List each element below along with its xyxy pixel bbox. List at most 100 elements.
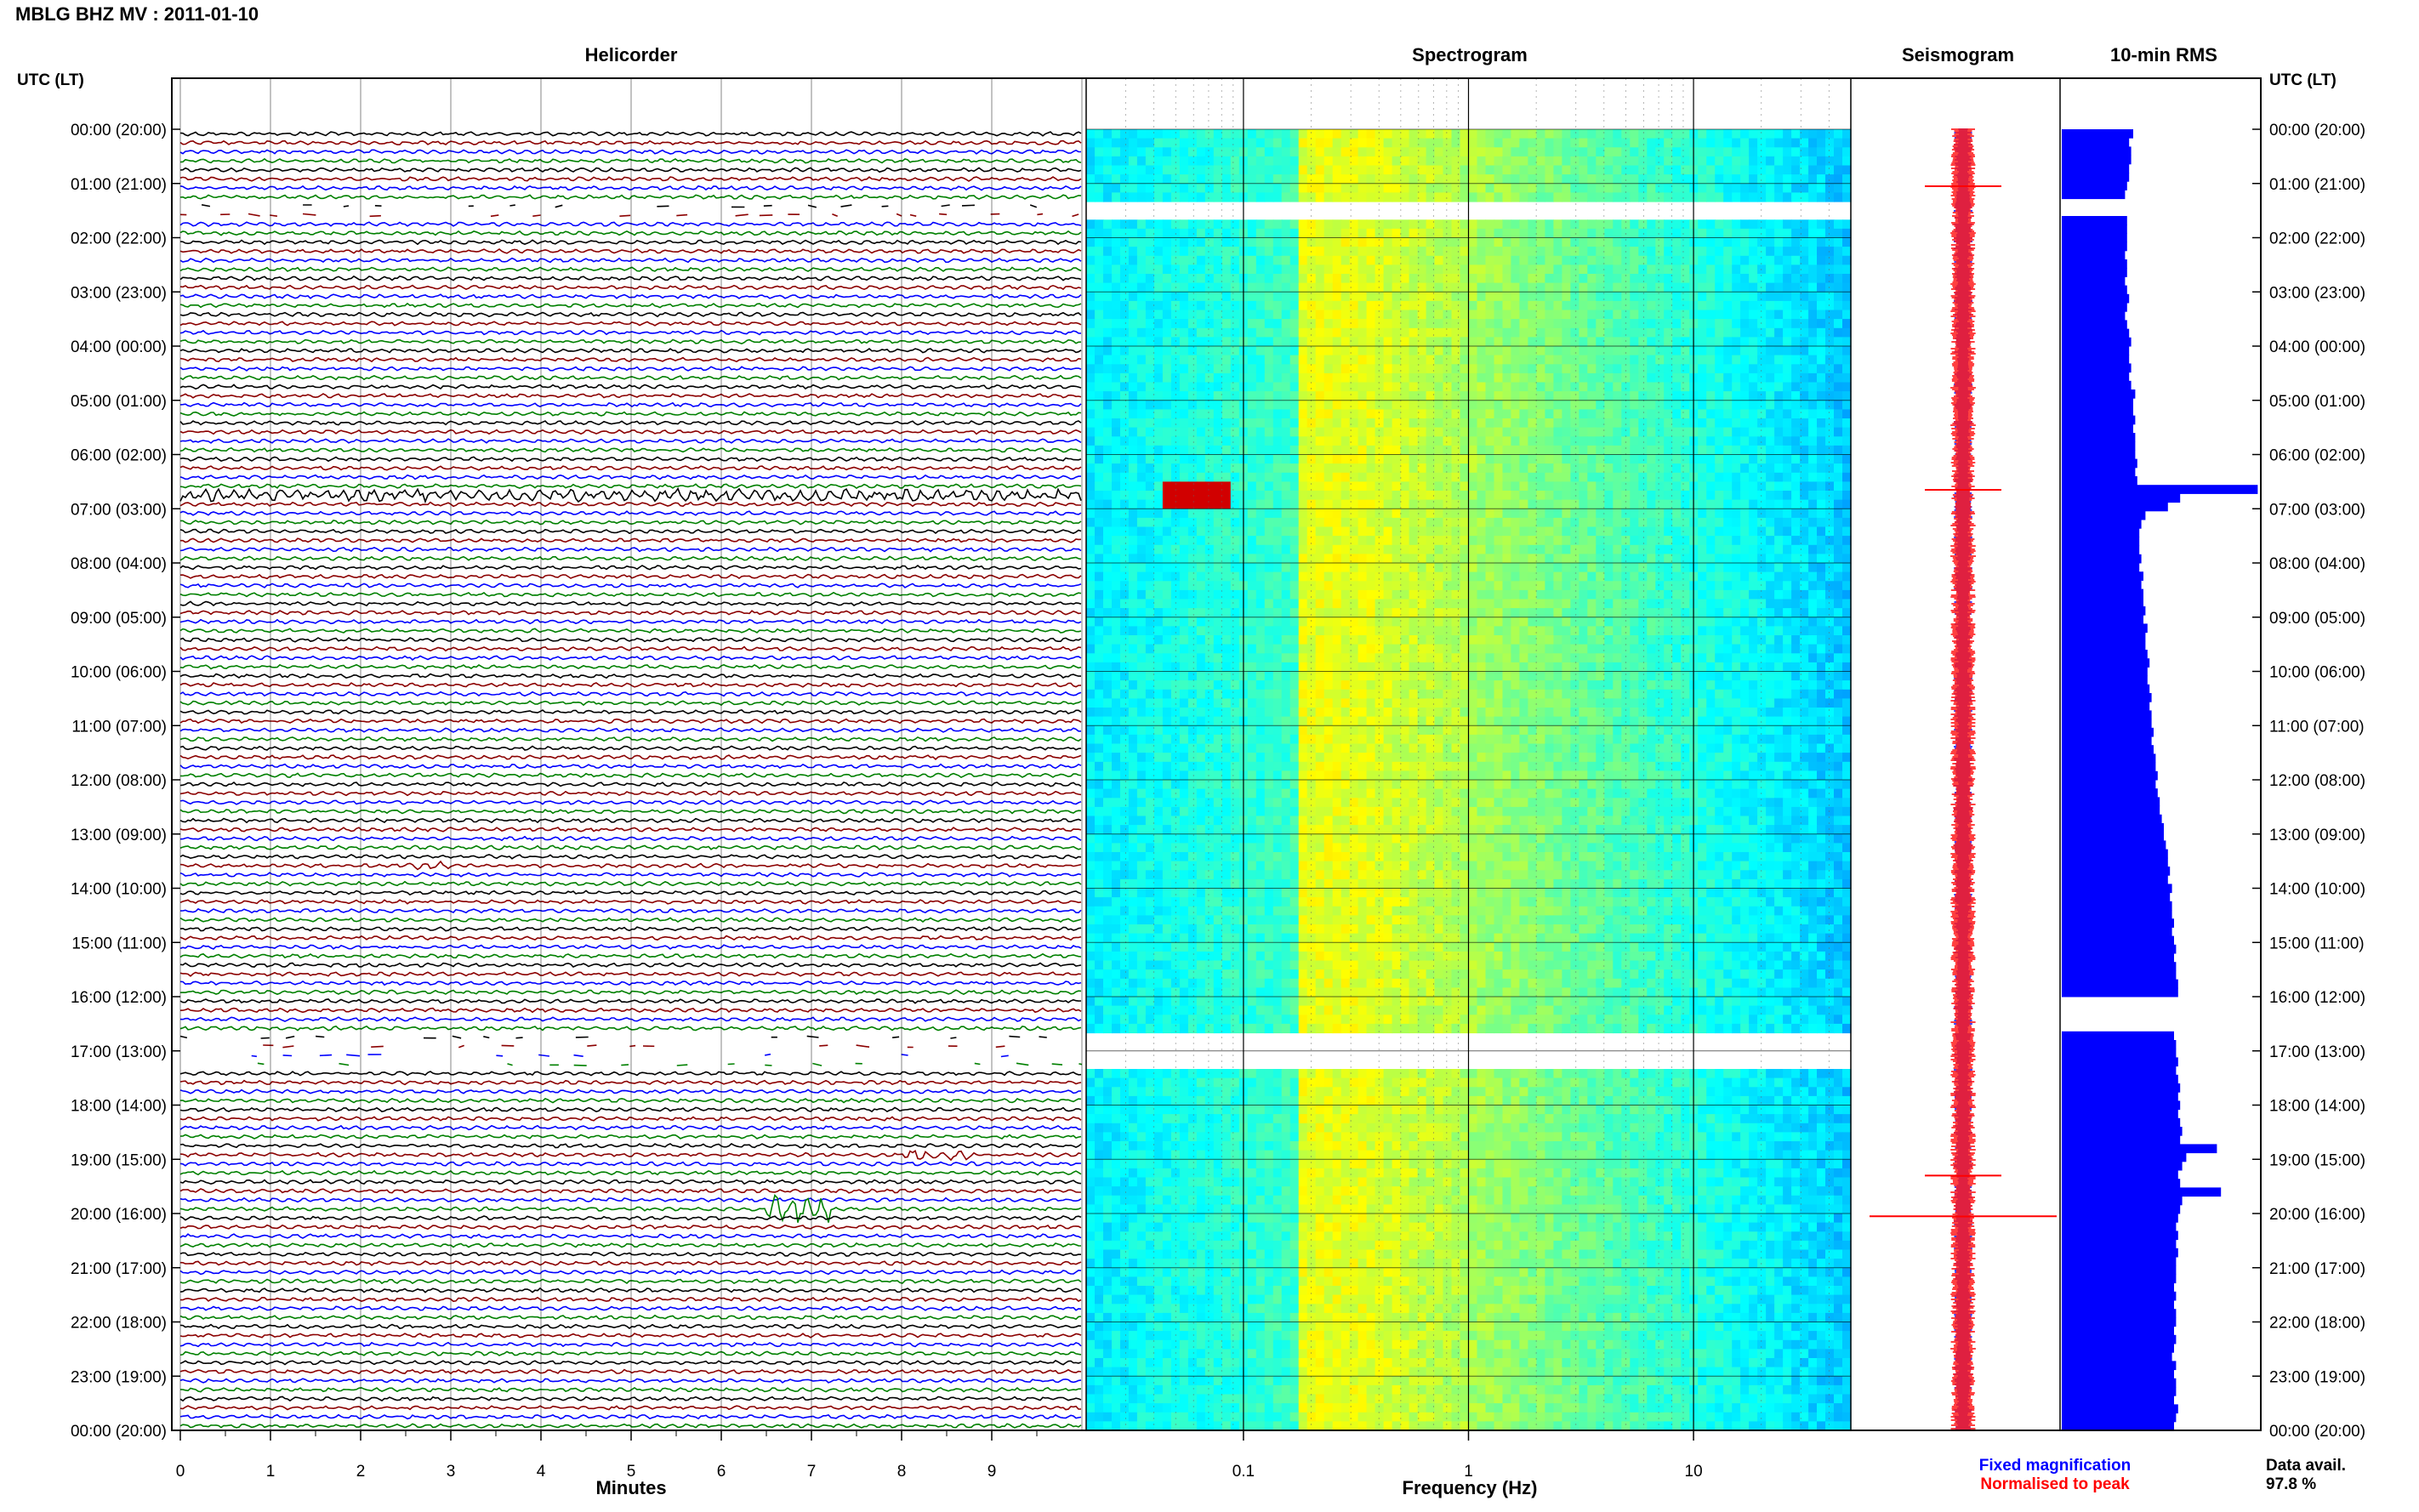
spectrogram-cell (1095, 400, 1104, 410)
spectrogram-cell (1451, 310, 1461, 320)
spectrogram-cell (1095, 319, 1104, 329)
spectrogram-cell (1264, 355, 1274, 365)
spectrogram-cell (1417, 481, 1427, 492)
spectrogram-cell (1187, 228, 1198, 239)
spectrogram-cell (1187, 536, 1198, 546)
spectrogram-cell (1553, 463, 1562, 474)
spectrogram-cell (1757, 292, 1767, 302)
spectrogram-cell (1204, 499, 1215, 509)
spectrogram-cell (1179, 491, 1189, 501)
spectrogram-cell (1323, 563, 1334, 573)
spectrogram-cell (1281, 382, 1291, 392)
spectrogram-cell (1272, 337, 1283, 347)
spectrogram-cell (1281, 300, 1291, 311)
spectrogram-cell (1579, 382, 1588, 392)
spectrogram-cell (1715, 581, 1724, 591)
spectrogram-cell (1732, 300, 1741, 311)
spectrogram-cell (1562, 472, 1571, 482)
spectrogram-cell (1825, 509, 1835, 519)
spectrogram-cell (1647, 274, 1656, 284)
spectrogram-cell (1357, 427, 1368, 437)
spectrogram-cell (1774, 228, 1784, 239)
spectrogram-cell (1434, 454, 1444, 464)
spectrogram-cell (1281, 319, 1291, 329)
spectrogram-cell (1434, 418, 1444, 429)
spectrogram-cell (1383, 509, 1393, 519)
spectrogram-cell (1298, 481, 1308, 492)
spectrogram-cell (1315, 499, 1325, 509)
spectrogram-cell (1647, 491, 1656, 501)
spectrogram-cell (1715, 382, 1724, 392)
spectrogram-cell (1630, 626, 1639, 636)
spectrogram-cell (1774, 355, 1784, 365)
spectrogram-cell (1306, 219, 1317, 230)
spectrogram-cell (1596, 255, 1605, 265)
spectrogram-cell (1570, 436, 1579, 446)
spectrogram-cell (1740, 481, 1750, 492)
spectrogram-cell (1494, 491, 1504, 501)
spectrogram-cell (1485, 165, 1495, 175)
spectrogram-cell (1298, 364, 1308, 374)
spectrogram-cell (1170, 310, 1181, 320)
spectrogram-cell (1213, 427, 1223, 437)
spectrogram-cell (1774, 300, 1784, 311)
spectrogram-cell (1221, 409, 1232, 419)
spectrogram-cell (1647, 536, 1656, 546)
spectrogram-cell (1596, 499, 1605, 509)
spectrogram-cell (1392, 571, 1402, 582)
spectrogram-cell (1162, 237, 1172, 247)
spectrogram-cell (1468, 472, 1478, 482)
spectrogram-cell (1528, 589, 1537, 600)
spectrogram-cell (1800, 418, 1809, 429)
helicorder-trace (179, 1089, 1082, 1094)
spectrogram-cell (1145, 445, 1155, 456)
spectrogram-cell (1672, 491, 1682, 501)
spectrogram-cell (1451, 626, 1461, 636)
spectrogram-cell (1434, 319, 1444, 329)
spectrogram-cell (1766, 228, 1775, 239)
spectrogram-cell (1434, 174, 1444, 185)
spectrogram-cell (1723, 165, 1733, 175)
spectrogram-cell (1145, 165, 1155, 175)
spectrogram-cell (1426, 491, 1436, 501)
spectrogram-cell (1621, 445, 1631, 456)
spectrogram-cell (1545, 454, 1554, 464)
spectrogram-cell (1103, 554, 1113, 564)
spectrogram-cell (1357, 499, 1368, 509)
spectrogram-cell (1281, 626, 1291, 636)
spectrogram-cell (1247, 400, 1257, 410)
spectrogram-cell (1204, 581, 1215, 591)
spectrogram-cell (1511, 310, 1520, 320)
spectrogram-cell (1417, 436, 1427, 446)
spectrogram-cell (1681, 581, 1690, 591)
spectrogram-cell (1834, 292, 1843, 302)
helicorder-trace (179, 366, 1082, 372)
spectrogram-cell (1774, 581, 1784, 591)
spectrogram-cell (1740, 237, 1750, 247)
spectrogram-cell (1757, 337, 1767, 347)
spectrogram-cell (1375, 310, 1385, 320)
spectrogram-cell (1264, 174, 1274, 185)
spectrogram-cell (1740, 427, 1750, 437)
spectrogram-cell (1221, 626, 1232, 636)
spectrogram-cell (1213, 292, 1223, 302)
spectrogram-cell (1740, 517, 1750, 528)
spectrogram-cell (1706, 589, 1716, 600)
spectrogram-cell (1375, 445, 1385, 456)
spectrogram-cell (1698, 247, 1707, 257)
spectrogram-cell (1213, 319, 1223, 329)
spectrogram-cell (1723, 409, 1733, 419)
spectrogram-cell (1630, 608, 1639, 618)
spectrogram-cell (1749, 517, 1758, 528)
spectrogram-cell (1204, 445, 1215, 456)
spectrogram-cell (1409, 219, 1419, 230)
spectrogram-cell (1749, 509, 1758, 519)
spectrogram-cell (1417, 391, 1427, 401)
spectrogram-cell (1170, 364, 1181, 374)
spectrogram-cell (1247, 491, 1257, 501)
spectrogram-cell (1315, 608, 1325, 618)
spectrogram-cell (1332, 599, 1342, 609)
spectrogram-cell (1545, 418, 1554, 429)
spectrogram-cell (1655, 445, 1665, 456)
spectrogram-cell (1715, 228, 1724, 239)
